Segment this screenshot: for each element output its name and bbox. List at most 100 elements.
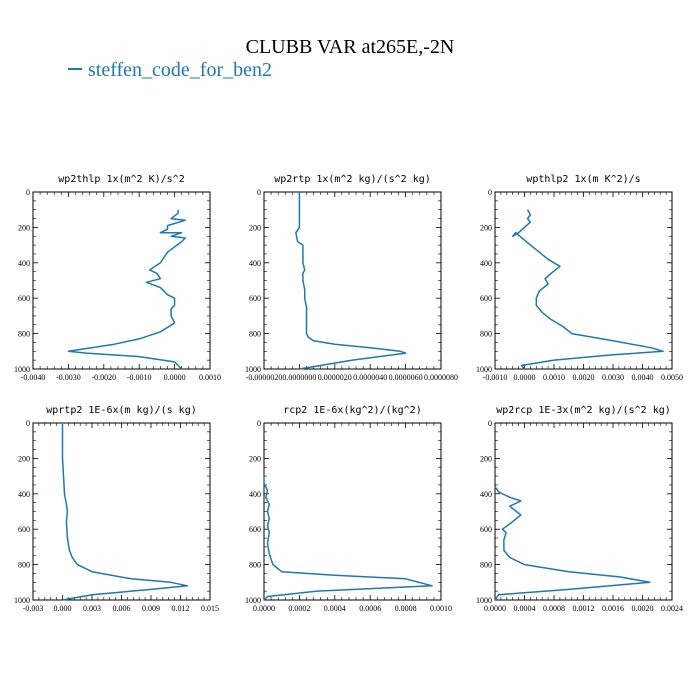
y-tick-label: 400 bbox=[18, 259, 30, 268]
x-tick-label: -0.003 bbox=[23, 604, 44, 613]
x-tick-label: -0.0030 bbox=[56, 373, 81, 382]
x-tick-label: 0.003 bbox=[83, 604, 101, 613]
y-tick-label: 0 bbox=[488, 188, 492, 197]
x-tick-label: 0.0020 bbox=[632, 604, 654, 613]
legend: steffen_code_for_ben2 bbox=[68, 59, 272, 82]
x-tick-label: 0.0040 bbox=[632, 373, 654, 382]
series-line-1 bbox=[263, 476, 433, 601]
y-tick-label: 800 bbox=[480, 330, 492, 339]
x-tick-label: 0.0000 bbox=[514, 373, 536, 382]
plot-panel-3: wpthlp2 1x(m K^2)/s -0.0010 0.0000 0.0010 0.… bbox=[476, 174, 683, 382]
x-tick-label: 0.015 bbox=[201, 604, 219, 613]
y-tick-label: 0 bbox=[26, 188, 30, 197]
x-tick-label: 0.0016 bbox=[602, 604, 624, 613]
x-tick-label: 0.0008 bbox=[543, 604, 565, 613]
x-tick-label: 0.0004 bbox=[324, 604, 346, 613]
plot-frame bbox=[494, 191, 673, 370]
y-tick-label: 1000 bbox=[476, 596, 492, 605]
y-tick-label: 1000 bbox=[14, 365, 30, 374]
series-line-1 bbox=[61, 423, 189, 601]
x-tick-label: -0.0000020 bbox=[246, 373, 283, 382]
x-tick-label: 0.0000 bbox=[484, 604, 506, 613]
x-tick-label: 0.0002 bbox=[288, 604, 310, 613]
x-tick-label: 0.009 bbox=[142, 604, 160, 613]
y-tick-label: 1000 bbox=[476, 365, 492, 374]
figure-title: CLUBB VAR at265E,-2N bbox=[245, 36, 455, 58]
plot-title: wpthlp2 1x(m K^2)/s bbox=[526, 174, 640, 185]
y-tick-label: 200 bbox=[18, 223, 30, 232]
series-line-1 bbox=[494, 486, 651, 601]
x-tick-label: 0.0000080 bbox=[424, 373, 458, 382]
x-tick-label: 0.0050 bbox=[661, 373, 683, 382]
y-tick-label: 400 bbox=[249, 490, 261, 499]
x-tick-label: -0.0010 bbox=[127, 373, 152, 382]
y-tick-label: 800 bbox=[18, 561, 30, 570]
y-tick-label: 200 bbox=[18, 454, 30, 463]
plot-panel-1: wp2thlp 1x(m^2 K)/s^2 -0.0040 -0.0030 -0.00… bbox=[14, 174, 221, 382]
x-tick-label: 0.0000040 bbox=[353, 373, 387, 382]
plot-title: wprtp2 1E-6x(m kg)/(s kg) bbox=[46, 405, 197, 416]
x-tick-label: 0.0008 bbox=[395, 604, 417, 613]
x-tick-label: 0.006 bbox=[113, 604, 131, 613]
legend-line-swatch bbox=[68, 68, 82, 71]
plot-title: wp2rcp 1E-3x(m^2 kg)/(s^2 kg) bbox=[496, 405, 671, 416]
y-tick-label: 200 bbox=[249, 223, 261, 232]
y-tick-label: 400 bbox=[480, 490, 492, 499]
plot-panel-6: wp2rcp 1E-3x(m^2 kg)/(s^2 kg) 0.0000 0.000… bbox=[476, 405, 683, 613]
x-tick-label: 0.0004 bbox=[514, 604, 536, 613]
plot-title: wp2thlp 1x(m^2 K)/s^2 bbox=[58, 174, 184, 185]
y-tick-label: 600 bbox=[480, 525, 492, 534]
series-line-1 bbox=[511, 209, 664, 370]
x-tick-label: 0.0010 bbox=[199, 373, 221, 382]
y-tick-label: 600 bbox=[18, 294, 30, 303]
y-tick-label: 600 bbox=[18, 525, 30, 534]
plot-frame bbox=[263, 191, 442, 370]
x-tick-label: 0.0010 bbox=[543, 373, 565, 382]
x-tick-label: 0.0024 bbox=[661, 604, 683, 613]
y-tick-label: 800 bbox=[480, 561, 492, 570]
y-tick-label: 800 bbox=[249, 330, 261, 339]
x-tick-label: 0.0012 bbox=[573, 604, 595, 613]
plot-frame bbox=[263, 422, 442, 601]
plot-frame bbox=[32, 422, 211, 601]
legend-label: steffen_code_for_ben2 bbox=[88, 59, 273, 81]
x-tick-label: 0.0000060 bbox=[389, 373, 423, 382]
y-tick-label: 200 bbox=[480, 223, 492, 232]
x-tick-label: 0.0000000 bbox=[282, 373, 316, 382]
y-tick-label: 200 bbox=[480, 454, 492, 463]
x-tick-label: 0.0030 bbox=[602, 373, 624, 382]
y-tick-label: 400 bbox=[480, 259, 492, 268]
x-tick-label: 0.0020 bbox=[573, 373, 595, 382]
y-tick-label: 600 bbox=[480, 294, 492, 303]
y-tick-label: 0 bbox=[26, 419, 30, 428]
y-tick-label: 400 bbox=[249, 259, 261, 268]
x-tick-label: 0.0000020 bbox=[318, 373, 352, 382]
y-tick-label: 1000 bbox=[245, 596, 261, 605]
y-tick-label: 0 bbox=[488, 419, 492, 428]
y-tick-label: 400 bbox=[18, 490, 30, 499]
plot-title: rcp2 1E-6x(kg^2)/(kg^2) bbox=[283, 405, 421, 416]
plot-panel-2: wp2rtp 1x(m^2 kg)/(s^2 kg)-0.0000020 0.00… bbox=[245, 174, 458, 382]
y-tick-label: 1000 bbox=[245, 365, 261, 374]
y-tick-label: 200 bbox=[249, 454, 261, 463]
x-tick-label: -0.0040 bbox=[21, 373, 46, 382]
x-tick-label: -0.0010 bbox=[483, 373, 508, 382]
x-tick-label: 0.000 bbox=[54, 604, 72, 613]
y-tick-label: 600 bbox=[249, 525, 261, 534]
plot-panel-4: wprtp2 1E-6x(m kg)/(s kg) -0.003 0.000 0.00… bbox=[14, 405, 219, 613]
y-tick-label: 0 bbox=[257, 419, 261, 428]
plot-title: wp2rtp 1x(m^2 kg)/(s^2 kg) bbox=[274, 174, 431, 185]
x-tick-label: 0.0006 bbox=[359, 604, 381, 613]
x-tick-label: 0.0000 bbox=[164, 373, 186, 382]
x-tick-label: 0.012 bbox=[172, 604, 190, 613]
plot-panel-5: rcp2 1E-6x(kg^2)/(kg^2) 0.0000 0.0002 0.000… bbox=[245, 405, 452, 613]
y-tick-label: 600 bbox=[249, 294, 261, 303]
series-line-1 bbox=[295, 192, 407, 370]
y-tick-label: 0 bbox=[257, 188, 261, 197]
y-tick-label: 1000 bbox=[14, 596, 30, 605]
series-line-1 bbox=[67, 209, 186, 370]
x-tick-label: -0.0020 bbox=[91, 373, 116, 382]
y-tick-label: 800 bbox=[18, 330, 30, 339]
y-tick-label: 800 bbox=[249, 561, 261, 570]
